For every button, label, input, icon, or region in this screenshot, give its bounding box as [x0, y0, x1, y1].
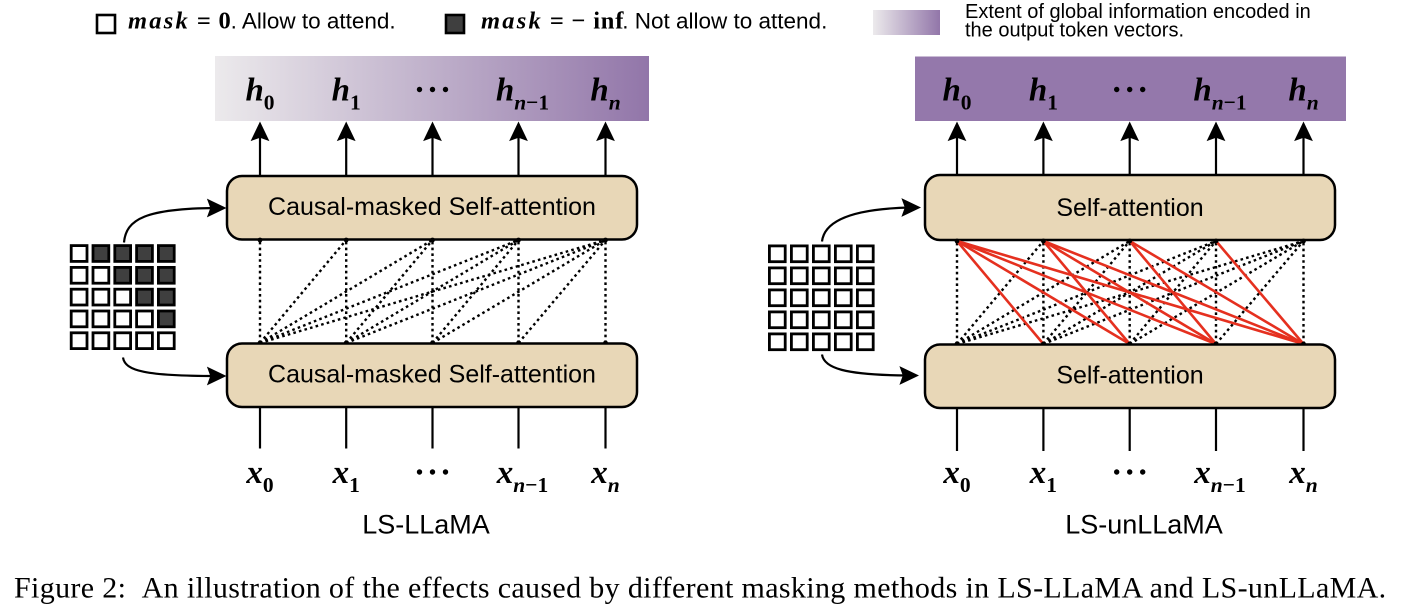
svg-text:Causal-masked Self-attention: Causal-masked Self-attention	[268, 193, 596, 221]
svg-text:LS-LLaMA: LS-LLaMA	[362, 510, 490, 540]
svg-text:Self-attention: Self-attention	[1056, 362, 1203, 390]
svg-text:Causal-masked Self-attention: Causal-masked Self-attention	[268, 361, 596, 389]
svg-text:mask = 0. Allow to attend.: mask = 0. Allow to attend.	[128, 8, 396, 35]
svg-text:Figure 2: An illustration of t: Figure 2: An illustration of the effects…	[14, 572, 1387, 605]
svg-text:mask = − inf. Not allow to att: mask = − inf. Not allow to attend.	[481, 8, 827, 35]
svg-text:the output token vectors.: the output token vectors.	[965, 20, 1184, 42]
svg-text:Extent of global information e: Extent of global information encoded in	[965, 1, 1311, 23]
svg-text:LS-unLLaMA: LS-unLLaMA	[1065, 510, 1223, 540]
svg-text:Self-attention: Self-attention	[1056, 194, 1203, 222]
